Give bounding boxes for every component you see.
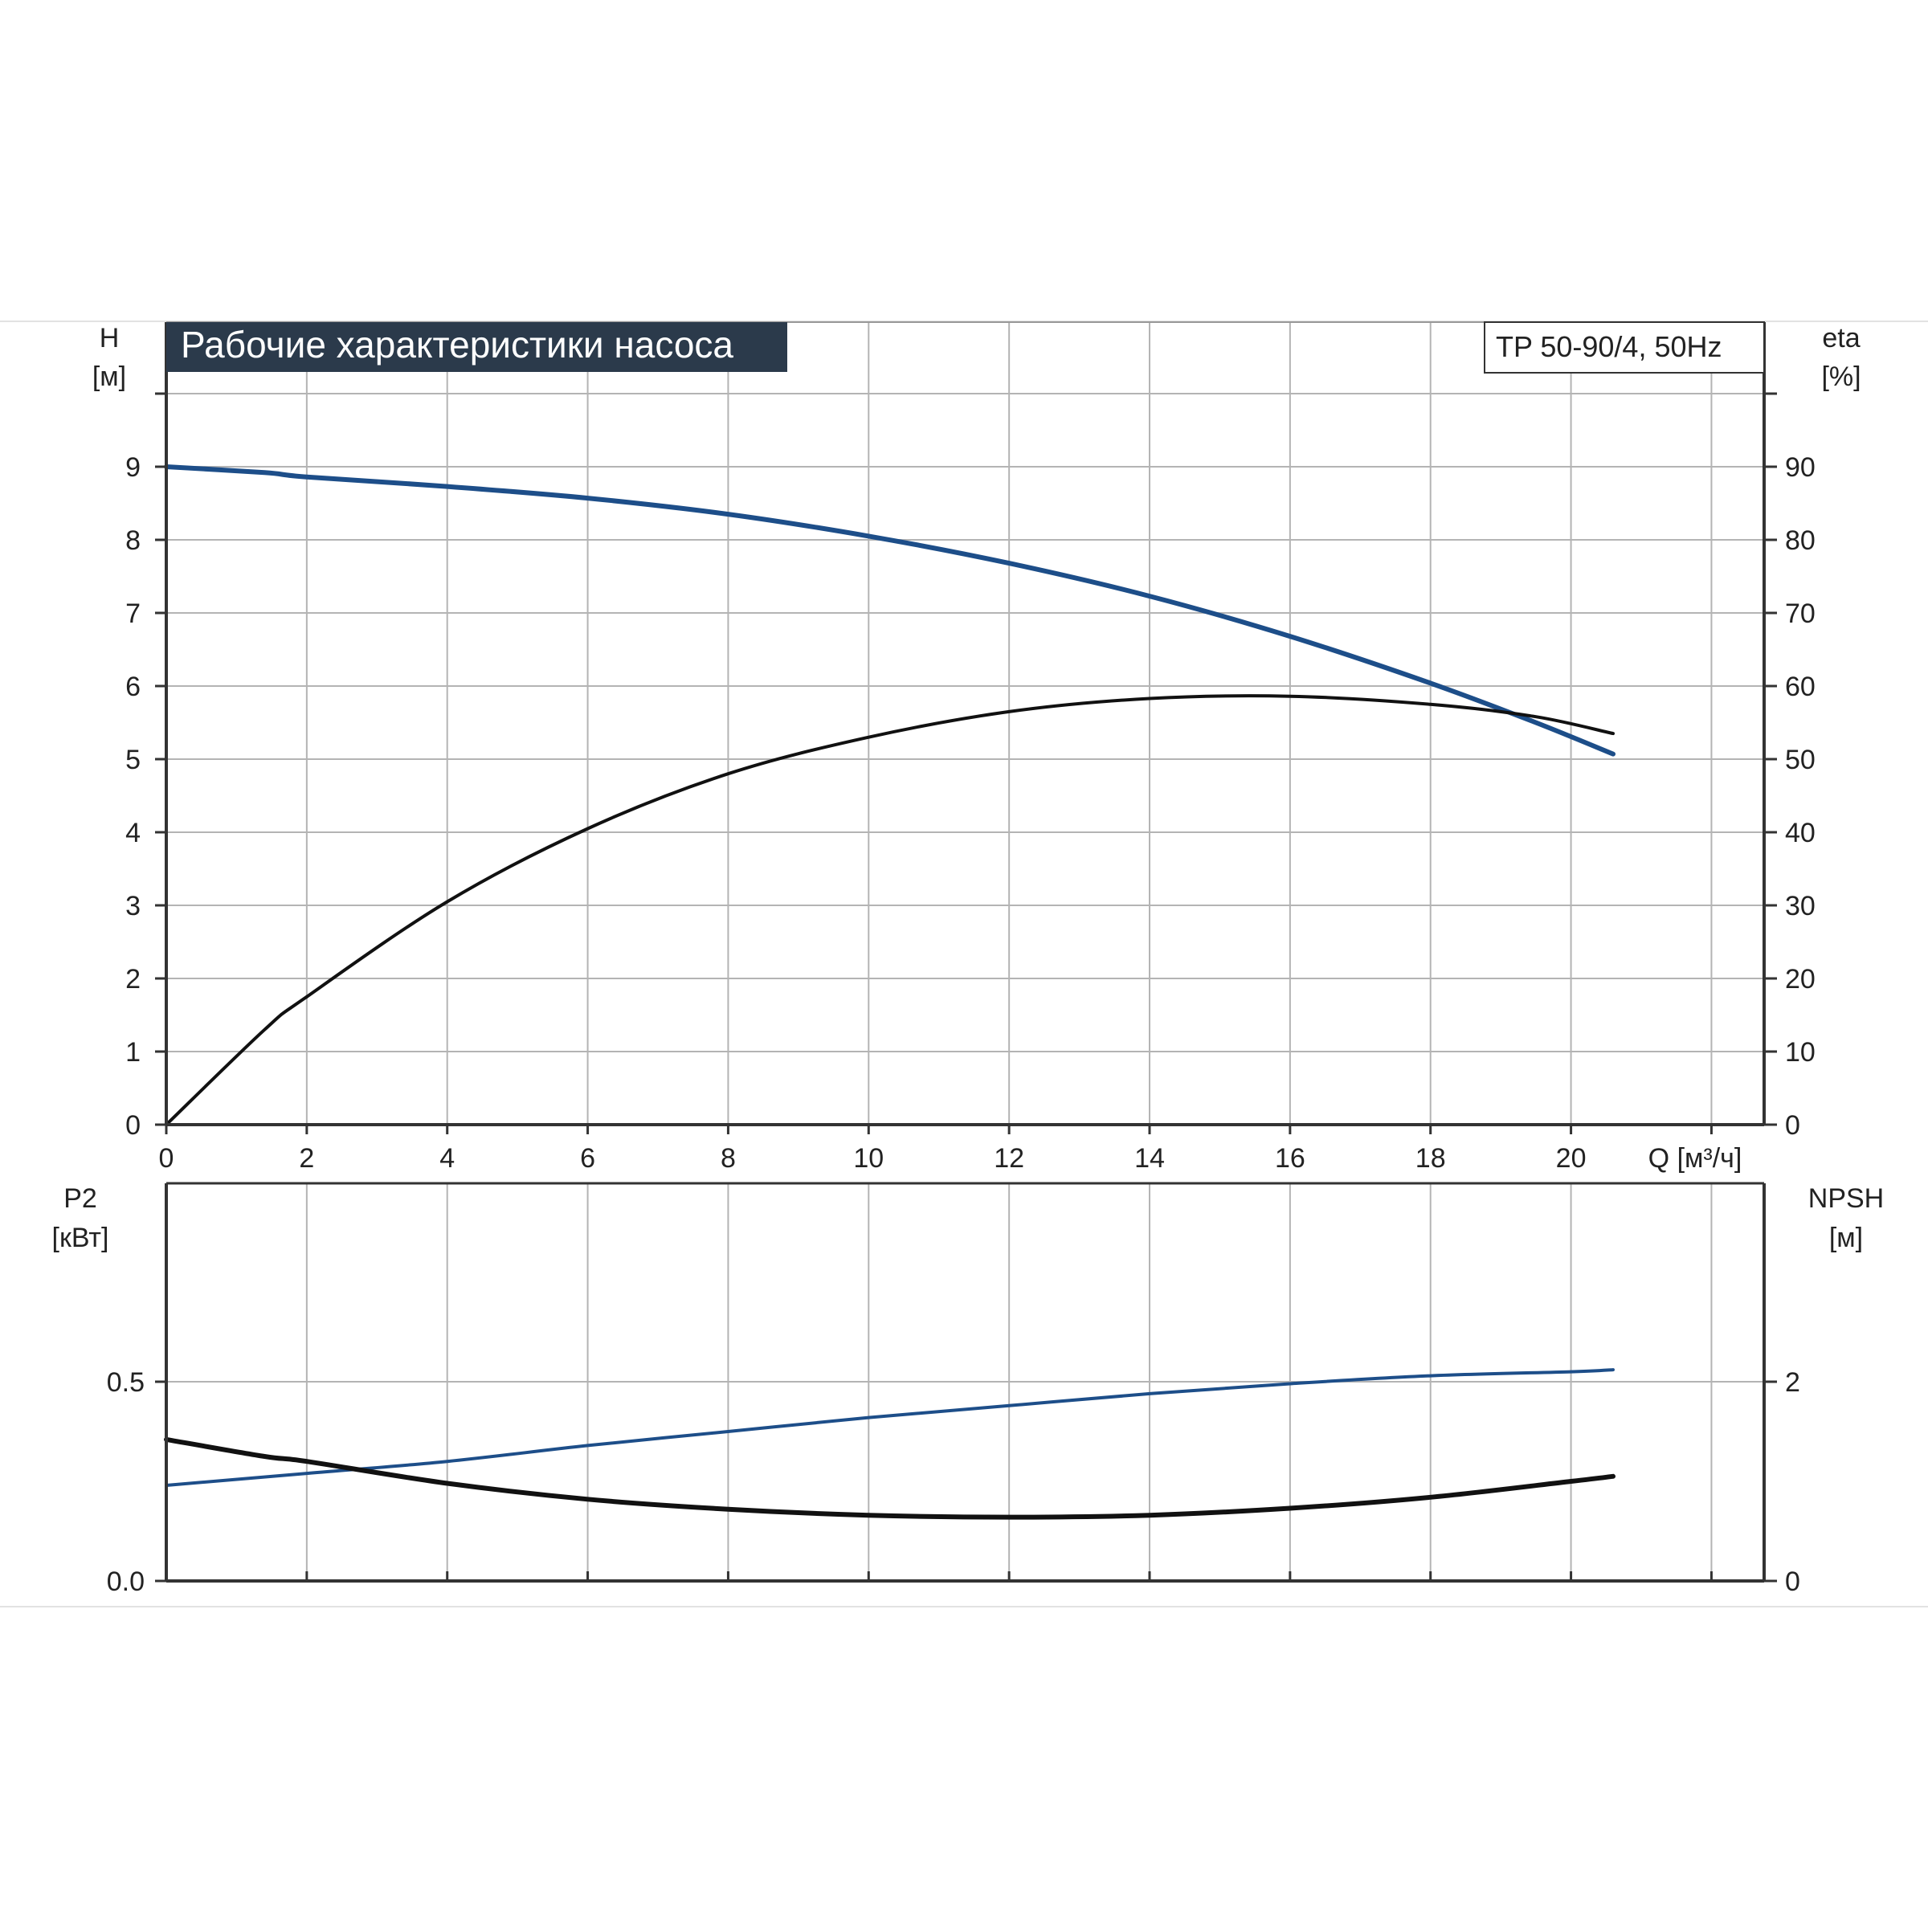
p2-axis-title: P2 [63,1183,97,1214]
top-grid [166,321,1764,1125]
y-right-tick-label: 90 [1785,452,1816,483]
npsh-curve [164,1436,1616,1520]
x-tick-label: 2 [299,1143,314,1174]
y-right-tick-label: 0 [1785,1110,1800,1141]
y-right-tick-label: 60 [1785,672,1816,702]
y-right-tick-label: 80 [1785,525,1816,556]
p2-tick-label: 0.5 [107,1367,145,1398]
x-tick-label: 0 [159,1143,174,1174]
x-tick-label: 12 [994,1143,1024,1174]
y-left-tick-label: 4 [125,818,141,848]
y-left-tick-label: 5 [125,745,141,775]
npsh-tick-label: 2 [1785,1367,1800,1398]
q-axis-title: Q [м³/ч] [1648,1143,1742,1174]
y-left-tick-label: 6 [125,672,141,702]
bottom-series [164,1368,1616,1520]
y-right-tick-label: 50 [1785,745,1816,775]
y-left-tick-label: 2 [125,964,141,995]
eta-axis-title: eta [1822,323,1860,353]
y-left-tick-label: 3 [125,891,141,921]
power-curve [165,1368,1615,1487]
x-tick-label: 18 [1415,1143,1446,1174]
y-left-tick-label: 0 [125,1110,141,1141]
npsh-axis-unit: [м] [1829,1223,1863,1253]
npsh-axis-title: NPSH [1808,1183,1884,1214]
y-left-tick-label: 9 [125,452,141,483]
model-label: TP 50-90/4, 50Hz [1496,330,1722,363]
efficiency-curve [165,694,1615,1126]
y-right-tick-label: 40 [1785,818,1816,848]
y-left-tick-label: 8 [125,525,141,556]
npsh-tick-label: 0 [1785,1566,1800,1597]
y-right-tick-label: 70 [1785,598,1816,629]
h-axis-title: H [100,323,120,353]
x-tick-label: 8 [721,1143,736,1174]
axis-labels: H [м] eta [%] Q [м³/ч] P2 [кВт] NPSH [м] [52,323,1885,1253]
x-tick-label: 10 [853,1143,884,1174]
y-right-tick-label: 10 [1785,1037,1816,1068]
y-left-tick-label: 7 [125,598,141,629]
x-tick-label: 16 [1275,1143,1305,1174]
y-left-tick-label: 1 [125,1037,141,1068]
title-background [166,322,787,372]
p2-tick-label: 0.0 [107,1566,145,1597]
p2-axis-unit: [кВт] [52,1223,109,1253]
top-series [164,464,1616,1126]
h-axis-unit: [м] [92,361,126,392]
y-right-tick-label: 20 [1785,964,1816,995]
chart-title: Рабочие характеристики насоса [181,324,733,366]
x-tick-label: 4 [439,1143,455,1174]
x-tick-label: 14 [1134,1143,1165,1174]
bottom-axes: 0.0 0.5 0 2 [107,1183,1800,1597]
x-tick-label: 6 [580,1143,595,1174]
y-right-tick-label: 30 [1785,891,1816,921]
head-curve [164,464,1616,757]
x-tick-label: 20 [1556,1143,1587,1174]
eta-axis-unit: [%] [1821,361,1861,392]
model-box [1484,321,1765,374]
